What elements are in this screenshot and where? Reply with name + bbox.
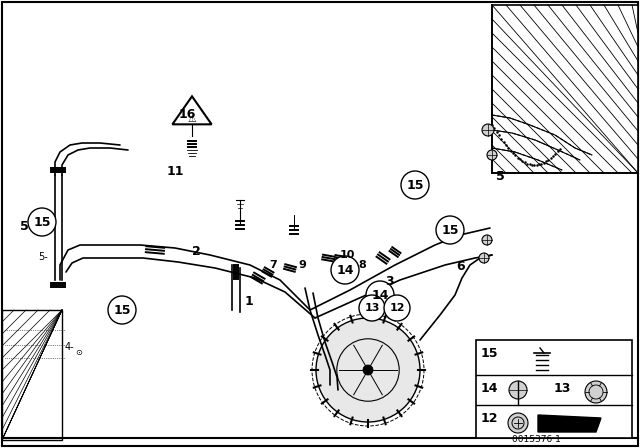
Text: 5: 5 (496, 170, 505, 183)
Bar (492, 5, 638, 173)
Text: 4-: 4- (65, 342, 75, 352)
Circle shape (482, 124, 494, 136)
Text: 15: 15 (481, 347, 499, 360)
Text: 5: 5 (20, 220, 29, 233)
Text: 3: 3 (385, 275, 394, 288)
Text: 6: 6 (456, 260, 465, 273)
Text: 5-: 5- (38, 252, 48, 262)
Text: 1: 1 (245, 295, 253, 308)
Bar (476, 340, 632, 438)
Text: 2: 2 (192, 245, 201, 258)
Polygon shape (538, 415, 601, 432)
Text: 0015376 1: 0015376 1 (512, 435, 561, 444)
Bar (2, 310, 62, 440)
Text: 15: 15 (33, 215, 51, 228)
Text: 14: 14 (481, 382, 499, 395)
Circle shape (384, 295, 410, 321)
Circle shape (436, 216, 464, 244)
Circle shape (28, 208, 56, 236)
Circle shape (401, 171, 429, 199)
Text: 14: 14 (336, 263, 354, 276)
Text: 13: 13 (364, 303, 380, 313)
Text: 15: 15 (406, 178, 424, 191)
Polygon shape (172, 96, 212, 125)
Text: 13: 13 (554, 382, 572, 395)
Text: 16: 16 (179, 108, 196, 121)
Text: 12: 12 (481, 412, 499, 425)
Text: 10: 10 (340, 250, 355, 260)
Circle shape (585, 381, 607, 403)
Text: 8: 8 (358, 260, 365, 270)
Text: 12: 12 (389, 303, 404, 313)
Text: ⚠: ⚠ (188, 114, 196, 124)
Text: 15: 15 (441, 224, 459, 237)
Text: 15: 15 (113, 303, 131, 316)
Text: 14: 14 (371, 289, 388, 302)
Circle shape (363, 365, 373, 375)
Circle shape (359, 295, 385, 321)
Circle shape (366, 281, 394, 309)
Text: 9: 9 (298, 260, 306, 270)
Circle shape (331, 256, 359, 284)
Circle shape (108, 296, 136, 324)
Text: 7: 7 (269, 260, 276, 270)
Circle shape (479, 253, 489, 263)
Circle shape (482, 235, 492, 245)
Circle shape (508, 413, 528, 433)
Text: ⊙: ⊙ (75, 348, 82, 357)
Circle shape (487, 150, 497, 160)
Circle shape (316, 318, 420, 422)
Circle shape (509, 381, 527, 399)
Text: 11: 11 (167, 165, 184, 178)
